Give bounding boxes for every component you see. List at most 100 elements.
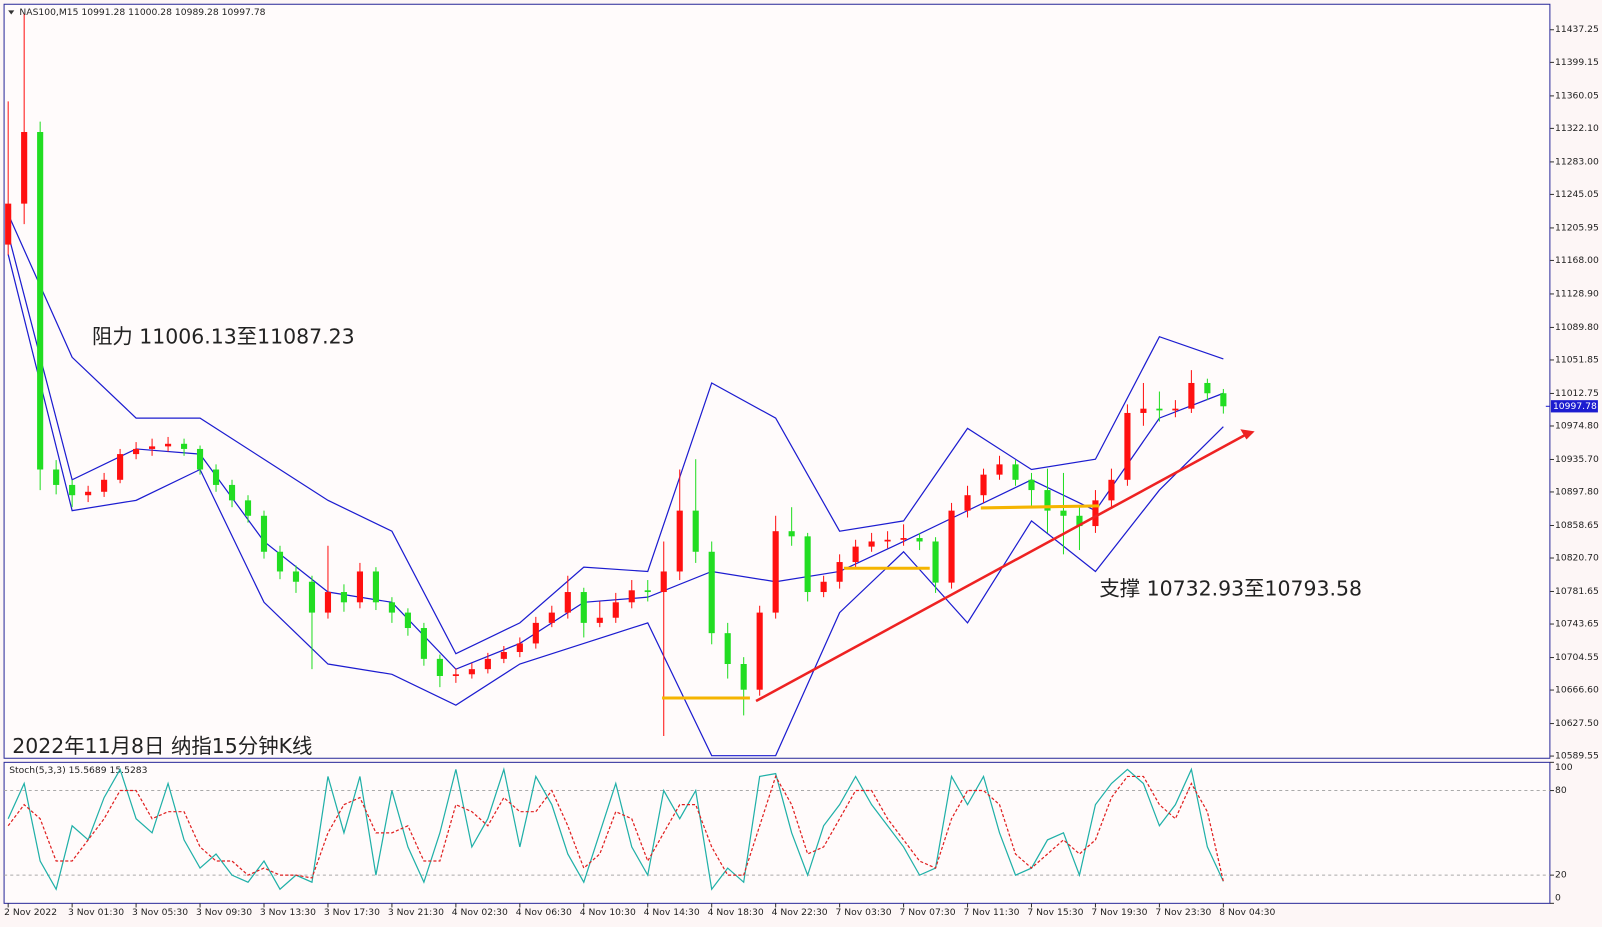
annotation: 2022年11月8日 纳指15分钟K线 — [12, 734, 312, 758]
candle-body — [500, 652, 507, 659]
candle-body — [292, 571, 300, 582]
x-tick-label: 4 Nov 02:30 — [452, 907, 508, 918]
candle-body — [1156, 408, 1163, 411]
candle-body — [564, 592, 571, 613]
candle-body — [644, 590, 651, 593]
x-tick-label: 3 Nov 17:30 — [324, 907, 380, 918]
x-tick-label: 2 Nov 2022 — [4, 907, 57, 918]
chart-title: NAS100,M15 10991.28 11000.28 10989.28 10… — [19, 7, 265, 18]
x-tick-label: 3 Nov 21:30 — [388, 907, 444, 918]
candle-body — [133, 448, 140, 455]
indicator-tick-label: 80 — [1555, 785, 1567, 796]
candle-body — [1076, 515, 1083, 527]
y-tick-label: 11051.85 — [1555, 354, 1599, 365]
y-tick-label: 10666.60 — [1555, 685, 1599, 696]
x-tick-label: 7 Nov 03:30 — [836, 907, 892, 918]
y-tick-label: 11437.25 — [1555, 24, 1599, 35]
x-tick-label: 4 Nov 10:30 — [580, 907, 636, 918]
candle-body — [388, 602, 395, 613]
indicator-tick-label: 20 — [1555, 870, 1567, 881]
x-tick-label: 8 Nov 04:30 — [1219, 907, 1275, 918]
band-line — [7, 254, 1224, 757]
candle-body — [1028, 479, 1035, 491]
x-tick-label: 4 Nov 22:30 — [772, 907, 828, 918]
candle-body — [580, 592, 587, 623]
candle-body — [228, 484, 236, 501]
y-tick-label: 10897.80 — [1555, 486, 1599, 497]
candle-body — [948, 510, 955, 583]
candle-body — [53, 469, 60, 485]
candle-body — [548, 612, 555, 623]
indicator-line — [7, 774, 1224, 882]
candle-body — [660, 571, 667, 593]
candle-body — [628, 590, 635, 603]
candle-body — [772, 531, 779, 613]
candle-body — [180, 443, 188, 449]
y-tick-label: 11399.15 — [1555, 57, 1599, 68]
x-tick-label: 7 Nov 23:30 — [1155, 907, 1211, 918]
candle-body — [260, 515, 268, 552]
x-tick-label: 3 Nov 13:30 — [260, 907, 316, 918]
candle-body — [612, 602, 619, 618]
candle-body — [436, 658, 443, 677]
candle-body — [980, 474, 987, 496]
x-tick-label: 7 Nov 11:30 — [963, 907, 1019, 918]
candle-body — [452, 674, 459, 677]
x-tick-label: 4 Nov 18:30 — [708, 907, 764, 918]
candle-body — [196, 448, 204, 470]
candle-body — [420, 628, 427, 659]
candle-body — [900, 538, 907, 540]
y-tick-label: 10627.50 — [1555, 718, 1599, 729]
level-arrow — [980, 504, 1100, 510]
y-tick-label: 11205.95 — [1555, 222, 1599, 233]
x-tick-label: 3 Nov 09:30 — [196, 907, 252, 918]
y-tick-label: 10935.70 — [1555, 454, 1599, 465]
annotation: 阻力 11006.13至11087.23 — [92, 324, 355, 348]
y-tick-label: 11283.00 — [1555, 156, 1599, 167]
candle-body — [356, 571, 364, 603]
x-tick-label: 7 Nov 19:30 — [1091, 907, 1147, 918]
y-tick-label: 10781.65 — [1555, 586, 1599, 597]
indicator-panel — [3, 761, 1551, 904]
y-tick-label: 11322.10 — [1555, 123, 1599, 134]
candle-body — [964, 495, 971, 511]
collapse-icon — [8, 10, 15, 15]
band-line — [7, 213, 1224, 655]
candle-body — [308, 581, 316, 613]
y-tick-label: 10743.65 — [1555, 619, 1599, 630]
candle-body — [1108, 479, 1115, 501]
y-tick-label: 10974.80 — [1555, 420, 1599, 431]
indicator-tick-label: 100 — [1555, 762, 1573, 773]
candle-body — [868, 541, 875, 547]
candle-body — [69, 484, 76, 496]
candle-body — [101, 479, 108, 492]
marks: 11437.25 11399.15 11360.05 11322.10 11283.00… — [4, 14, 1599, 918]
candle-body — [340, 592, 348, 603]
candle-body — [916, 538, 923, 542]
indicator-tick-label: 0 — [1555, 893, 1561, 904]
x-tick-label: 4 Nov 06:30 — [516, 907, 572, 918]
indicator-title: Stoch(5,3,3) 15.5689 15.5283 — [9, 765, 147, 776]
y-tick-label: 10820.70 — [1555, 553, 1599, 564]
candle-body — [884, 539, 891, 542]
candle-body — [740, 664, 747, 690]
candle-body — [5, 203, 12, 245]
candle-body — [1092, 500, 1099, 527]
indicator-line — [7, 766, 1224, 891]
candle-body — [372, 571, 379, 603]
candle-body — [1012, 464, 1019, 480]
candle-body — [117, 454, 124, 480]
candle-body — [1140, 408, 1147, 413]
candle-body — [1172, 408, 1179, 411]
candle-body — [820, 581, 827, 593]
candle-body — [724, 633, 731, 665]
y-tick-label: 11245.05 — [1555, 189, 1599, 200]
price-tag-label: 10997.78 — [1553, 401, 1597, 412]
y-tick-label: 11089.80 — [1555, 322, 1599, 333]
candle-body — [468, 669, 475, 675]
candle-body — [1220, 393, 1227, 407]
candle-body — [708, 551, 715, 634]
y-tick-label: 10858.65 — [1555, 520, 1599, 531]
